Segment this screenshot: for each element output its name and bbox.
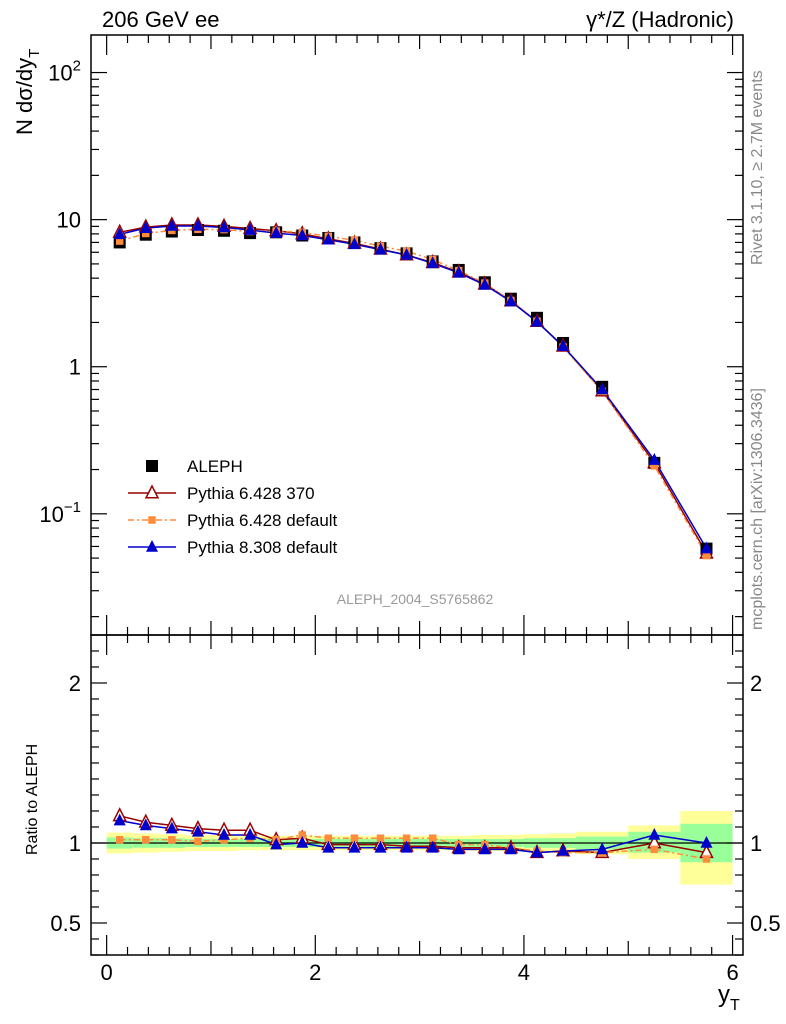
series-line-p370: [119, 224, 708, 554]
point-p8def: [426, 840, 439, 853]
x-axis-label: yT: [718, 981, 740, 1014]
main-y-tick-label: 10−1: [39, 499, 81, 527]
point-p8def: [113, 227, 126, 240]
point-p8def: [400, 840, 413, 853]
point-p8def: [322, 840, 335, 853]
point-p8def: [270, 226, 283, 238]
point-p8def: [113, 813, 126, 826]
point-p8def: [244, 828, 257, 840]
point-p6def: [194, 837, 202, 846]
ratio-y-tick-label-left: 0.5: [50, 911, 81, 936]
point-p8def: [504, 294, 517, 307]
point-p8def: [648, 828, 661, 840]
point-p6def: [298, 831, 306, 839]
point-p8def: [452, 842, 465, 855]
legend-label-p8def: Pythia 8.308 default: [187, 538, 338, 557]
point-p8def: [374, 242, 387, 255]
point-p8def: [504, 842, 517, 855]
point-p8def: [400, 247, 413, 260]
point-p6def: [115, 237, 124, 245]
point-p6def: [376, 834, 385, 842]
ratio-y-tick-label-right: 2: [750, 671, 762, 696]
point-p8def: [478, 277, 491, 290]
analysis-watermark: ALEPH_2004_S5765862: [337, 591, 494, 607]
point-p6def: [148, 516, 156, 524]
main-y-ticks: 10−1 1 10 102: [39, 58, 743, 618]
point-p8def: [348, 840, 361, 853]
point-p8def: [191, 824, 204, 837]
x-tick-label: 6: [726, 960, 738, 985]
ratio-series: [112, 807, 714, 863]
ratio-y-tick-label-right: 1: [750, 831, 762, 856]
point-p6def: [324, 834, 333, 842]
main-ylabel: N dσ/dyT: [12, 49, 43, 135]
point-p8def: [557, 339, 570, 351]
point-p8def: [596, 842, 609, 855]
point-p8def: [426, 256, 439, 269]
point-p6def: [168, 836, 176, 844]
ratio-y-tick-label-left: 1: [69, 831, 81, 856]
main-y-tick-label: 10: [57, 208, 81, 233]
point-p6def: [142, 229, 150, 238]
point-p8def: [557, 844, 570, 856]
point-p6def: [650, 845, 659, 854]
point-p8def: [218, 828, 231, 840]
legend-label-p6def: Pythia 6.428 default: [187, 511, 338, 530]
point-p8def: [191, 219, 204, 231]
x-ticks: 0 2 4 6: [101, 35, 739, 985]
point-p8def: [270, 837, 283, 850]
point-p6def: [702, 551, 711, 560]
point-p6def: [428, 834, 437, 842]
point-p6def: [350, 834, 359, 842]
point-p8def: [218, 220, 231, 233]
point-p6def: [115, 836, 124, 844]
point-p8def: [374, 840, 387, 853]
main-y-tick-label: 1: [69, 355, 81, 380]
point-p6def: [402, 834, 411, 842]
point-p8def: [348, 237, 361, 250]
legend: ALEPH Pythia 6.428 370 Pythia 6.428 defaul…: [128, 457, 338, 557]
point-p8def: [478, 842, 491, 855]
point-p8def: [296, 836, 309, 848]
point-p8def: [530, 314, 543, 327]
point-p8def: [139, 221, 152, 233]
point-p8def: [146, 540, 158, 552]
ratio-y-tick-label-right: 0.5: [750, 911, 781, 936]
point-p8def: [139, 818, 152, 831]
svg-text:N dσ/dyT: N dσ/dyT: [12, 49, 43, 135]
ratio-ylabel: Ratio to ALEPH: [24, 744, 41, 855]
main-series: [112, 216, 714, 560]
ratio-plot-frame: [90, 634, 744, 956]
point-p8def: [530, 845, 543, 858]
legend-label-p370: Pythia 6.428 370: [187, 484, 315, 503]
point-p8def: [296, 228, 309, 241]
main-y-tick-label: 102: [48, 58, 81, 86]
point-p8def: [244, 223, 257, 235]
rivet-label: Rivet 3.1.10, ≥ 2.7M events: [749, 70, 766, 265]
series-line-p6def: [119, 228, 708, 556]
x-tick-label: 4: [518, 960, 530, 985]
point-p8def: [648, 453, 661, 465]
data-point: [146, 460, 158, 472]
point-p8def: [452, 265, 465, 278]
ratio-y-tick-label-left: 2: [69, 671, 81, 696]
point-p6def: [142, 836, 150, 844]
x-tick-label: 0: [101, 960, 113, 985]
ratio-y-ticks: 0.5 0.5 1 1 2 2: [50, 634, 781, 956]
point-p8def: [700, 836, 713, 848]
point-p8def: [596, 382, 609, 395]
header-left-label: 206 GeV ee: [102, 7, 219, 32]
x-tick-label: 2: [309, 960, 321, 985]
point-p8def: [165, 821, 178, 834]
point-p370: [144, 484, 160, 499]
point-p8def: [700, 541, 713, 554]
mcplots-label: mcplots.cern.ch [arXiv:1306.3436]: [749, 388, 766, 630]
point-p8def: [322, 232, 335, 245]
point-p6def: [650, 462, 659, 470]
point-p8def: [165, 219, 178, 231]
header-right-label: γ*/Z (Hadronic): [586, 7, 734, 32]
legend-label-data: ALEPH: [187, 457, 243, 476]
point-p6def: [702, 855, 711, 863]
